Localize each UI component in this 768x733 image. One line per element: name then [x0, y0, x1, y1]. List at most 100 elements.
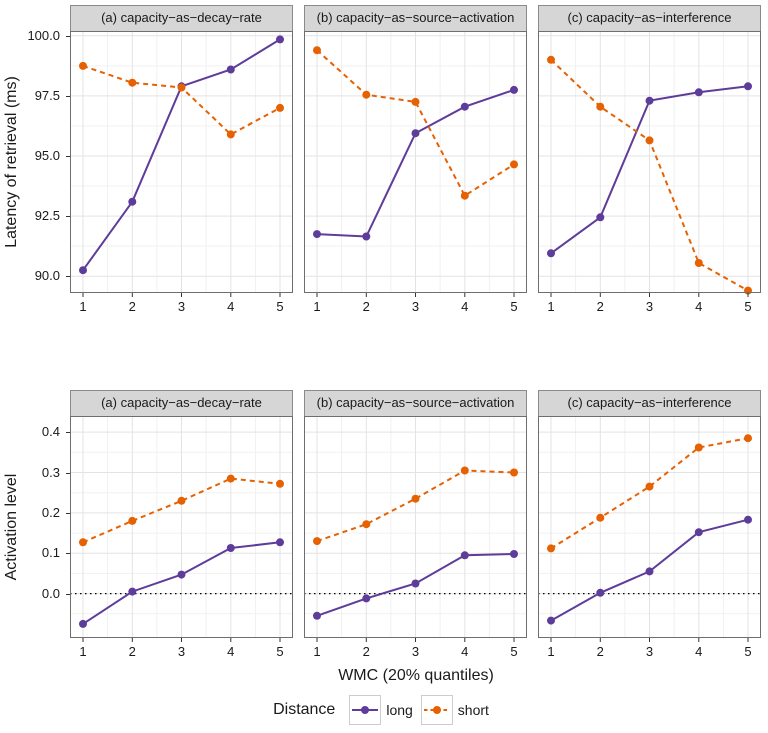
y-tick-label: 0.4	[41, 424, 60, 440]
x-tick-label: 3	[646, 644, 653, 659]
activation-y-axis: Activation level	[0, 390, 24, 662]
data-point-long	[744, 515, 752, 524]
data-point-long	[596, 588, 605, 597]
y-tick-label: 100.0	[27, 27, 60, 43]
facet-activation-b: (b) capacity−as−source−activation 1 2 3 4 5	[304, 390, 527, 662]
data-point-short	[411, 494, 420, 503]
data-point-long	[645, 96, 654, 105]
data-point-long	[744, 82, 752, 91]
x-tick-label: 4	[695, 299, 702, 314]
data-point-short	[547, 55, 555, 64]
activation-row: Activation level 0.0 0.1 0.2 0.3 0.4 (a) cap…	[0, 390, 762, 662]
legend-point-short	[432, 706, 441, 714]
y-tick-gutter-latency: 90.0 92.5 95.0 97.5 100.0	[24, 5, 70, 317]
data-point-short	[596, 513, 605, 522]
data-point-long	[411, 129, 420, 138]
x-tick-label: 2	[363, 299, 370, 314]
x-tick-label: 1	[79, 644, 86, 659]
facet-latency-b: (b) capacity−as−source−activation 1 2 3 4 5	[304, 5, 527, 317]
x-tick-label: 5	[510, 644, 517, 659]
y-tick-mark	[66, 553, 70, 555]
x-tick-label: 1	[313, 644, 320, 659]
data-point-long	[313, 611, 321, 620]
plot-area: 1 2 3 4 5	[304, 416, 527, 659]
data-point-short	[177, 496, 186, 505]
data-point-short	[694, 443, 703, 452]
y-tick-label: 95.0	[34, 147, 60, 163]
y-tick-mark	[66, 216, 70, 218]
facet-strip-title: (c) capacity−as−interference	[538, 5, 761, 31]
data-point-short	[362, 520, 371, 529]
data-point-short	[79, 538, 87, 547]
facet-strip-title: (b) capacity−as−source−activation	[304, 390, 527, 416]
data-point-short	[645, 482, 654, 491]
x-tick-label: 3	[646, 299, 653, 314]
legend-key-long: long	[349, 695, 413, 725]
plot-area: 1 2 3 4 5	[70, 31, 293, 314]
legend-label-long: long	[386, 702, 413, 718]
data-point-long	[128, 587, 137, 596]
data-point-long	[645, 567, 654, 576]
data-point-short	[744, 434, 752, 443]
y-tick-mark	[66, 35, 70, 37]
data-point-long	[362, 232, 371, 241]
data-point-short	[694, 259, 703, 267]
x-tick-label: 1	[547, 644, 554, 659]
data-point-long	[411, 579, 420, 588]
legend-point-long	[361, 706, 370, 714]
data-point-long	[79, 266, 87, 275]
x-tick-label: 5	[510, 299, 517, 314]
data-point-short	[226, 130, 235, 139]
y-tick-label: 97.5	[34, 87, 60, 103]
legend: Distance long short	[0, 694, 762, 726]
data-point-long	[177, 570, 186, 579]
data-point-short	[313, 46, 321, 55]
y-tick-mark	[66, 432, 70, 434]
data-point-short	[128, 516, 137, 525]
data-point-long	[226, 544, 235, 552]
data-point-short	[645, 136, 654, 145]
data-point-long	[460, 551, 469, 560]
data-point-short	[460, 191, 469, 200]
data-point-short	[276, 103, 284, 112]
data-point-long	[547, 616, 555, 625]
y-tick-mark	[66, 512, 70, 514]
x-tick-label: 4	[461, 644, 468, 659]
legend-swatch-short	[420, 695, 453, 725]
latency-y-axis: Latency of retrieval (ms)	[0, 5, 24, 317]
short-line-icon	[423, 706, 450, 714]
x-tick-label: 5	[744, 644, 751, 659]
y-tick-gutter-activation: 0.0 0.1 0.2 0.3 0.4	[24, 390, 70, 662]
x-tick-label: 4	[227, 299, 234, 314]
data-point-short	[596, 102, 605, 111]
data-point-short	[79, 61, 87, 70]
x-tick-label: 1	[313, 299, 320, 314]
facet-latency-c: (c) capacity−as−interference 1 2 3 4 5	[538, 5, 761, 317]
data-point-long	[276, 538, 284, 547]
data-point-short	[313, 537, 321, 546]
data-point-short	[510, 468, 518, 477]
data-point-short	[276, 479, 284, 488]
plot-area: 1 2 3 4 5	[538, 416, 761, 659]
data-point-long	[460, 102, 469, 111]
x-tick-label: 2	[363, 644, 370, 659]
plot-area: 1 2 3 4 5	[304, 31, 527, 314]
facet-strip-title: (c) capacity−as−interference	[538, 390, 761, 416]
x-tick-label: 4	[227, 644, 234, 659]
x-tick-label: 4	[695, 644, 702, 659]
data-point-long	[313, 230, 321, 239]
data-point-short	[128, 78, 137, 87]
panel-border	[304, 31, 527, 293]
facet-strip-title: (b) capacity−as−source−activation	[304, 5, 527, 31]
facet-latency-a: (a) capacity−as−decay−rate 1 2 3 4 5	[70, 5, 293, 317]
facet-activation-c: (c) capacity−as−interference 1 2 3 4 5	[538, 390, 761, 662]
x-tick-label: 2	[129, 299, 136, 314]
y-tick-label: 0.3	[41, 464, 60, 480]
series-line-short	[550, 437, 749, 550]
x-tick-label: 3	[412, 299, 419, 314]
data-point-long	[362, 594, 371, 603]
data-point-long	[547, 249, 555, 258]
y-tick-mark	[66, 276, 70, 278]
data-point-long	[128, 197, 137, 206]
